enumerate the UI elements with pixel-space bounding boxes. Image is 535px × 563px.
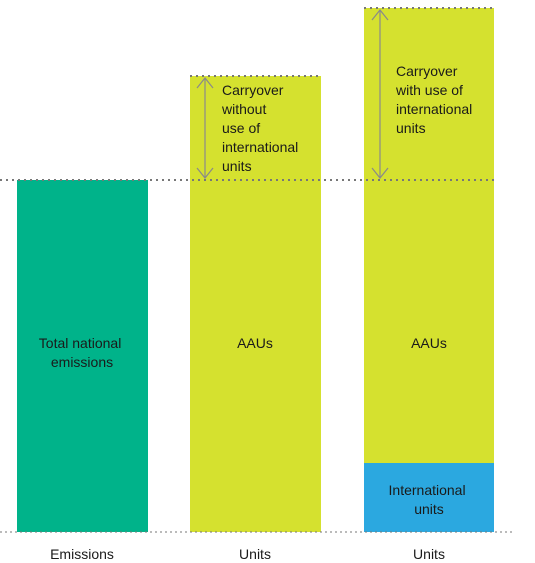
carryover-label-2: Carryover without use of international u…	[221, 82, 302, 174]
carryover-2-line-3: use of	[222, 120, 260, 136]
emissions-bar	[17, 180, 148, 532]
international-label-line-1: International	[389, 482, 466, 498]
axis-label-units-3: Units	[413, 546, 445, 562]
international-units-label: International units	[389, 482, 470, 517]
axis-label-units-2: Units	[239, 546, 271, 562]
aau-bar-with-international	[364, 8, 494, 463]
carryover-3-line-1: Carryover	[396, 63, 458, 79]
carryover-arrow-3	[371, 9, 389, 179]
international-units-bar	[364, 463, 494, 532]
carryover-arrow-2	[196, 77, 214, 179]
carryover-3-line-3: international	[396, 101, 472, 117]
carryover-2-line-5: units	[222, 158, 252, 174]
aau-bar-without-international	[190, 76, 321, 532]
carryover-2-line-2: without	[221, 101, 266, 117]
carryover-3-line-4: units	[396, 120, 426, 136]
aau-label-2: AAUs	[237, 335, 273, 351]
carryover-2-line-1: Carryover	[222, 82, 284, 98]
emissions-label: Total national emissions	[39, 335, 125, 370]
axis-label-emissions: Emissions	[50, 546, 114, 562]
emissions-label-line-1: Total national	[39, 335, 122, 351]
international-label-line-2: units	[414, 501, 444, 517]
aau-label-3: AAUs	[411, 335, 447, 351]
carryover-3-line-2: with use of	[395, 82, 463, 98]
emissions-label-line-2: emissions	[51, 354, 113, 370]
carryover-label-3: Carryover with use of international unit…	[395, 63, 476, 136]
carryover-2-line-4: international	[222, 139, 298, 155]
